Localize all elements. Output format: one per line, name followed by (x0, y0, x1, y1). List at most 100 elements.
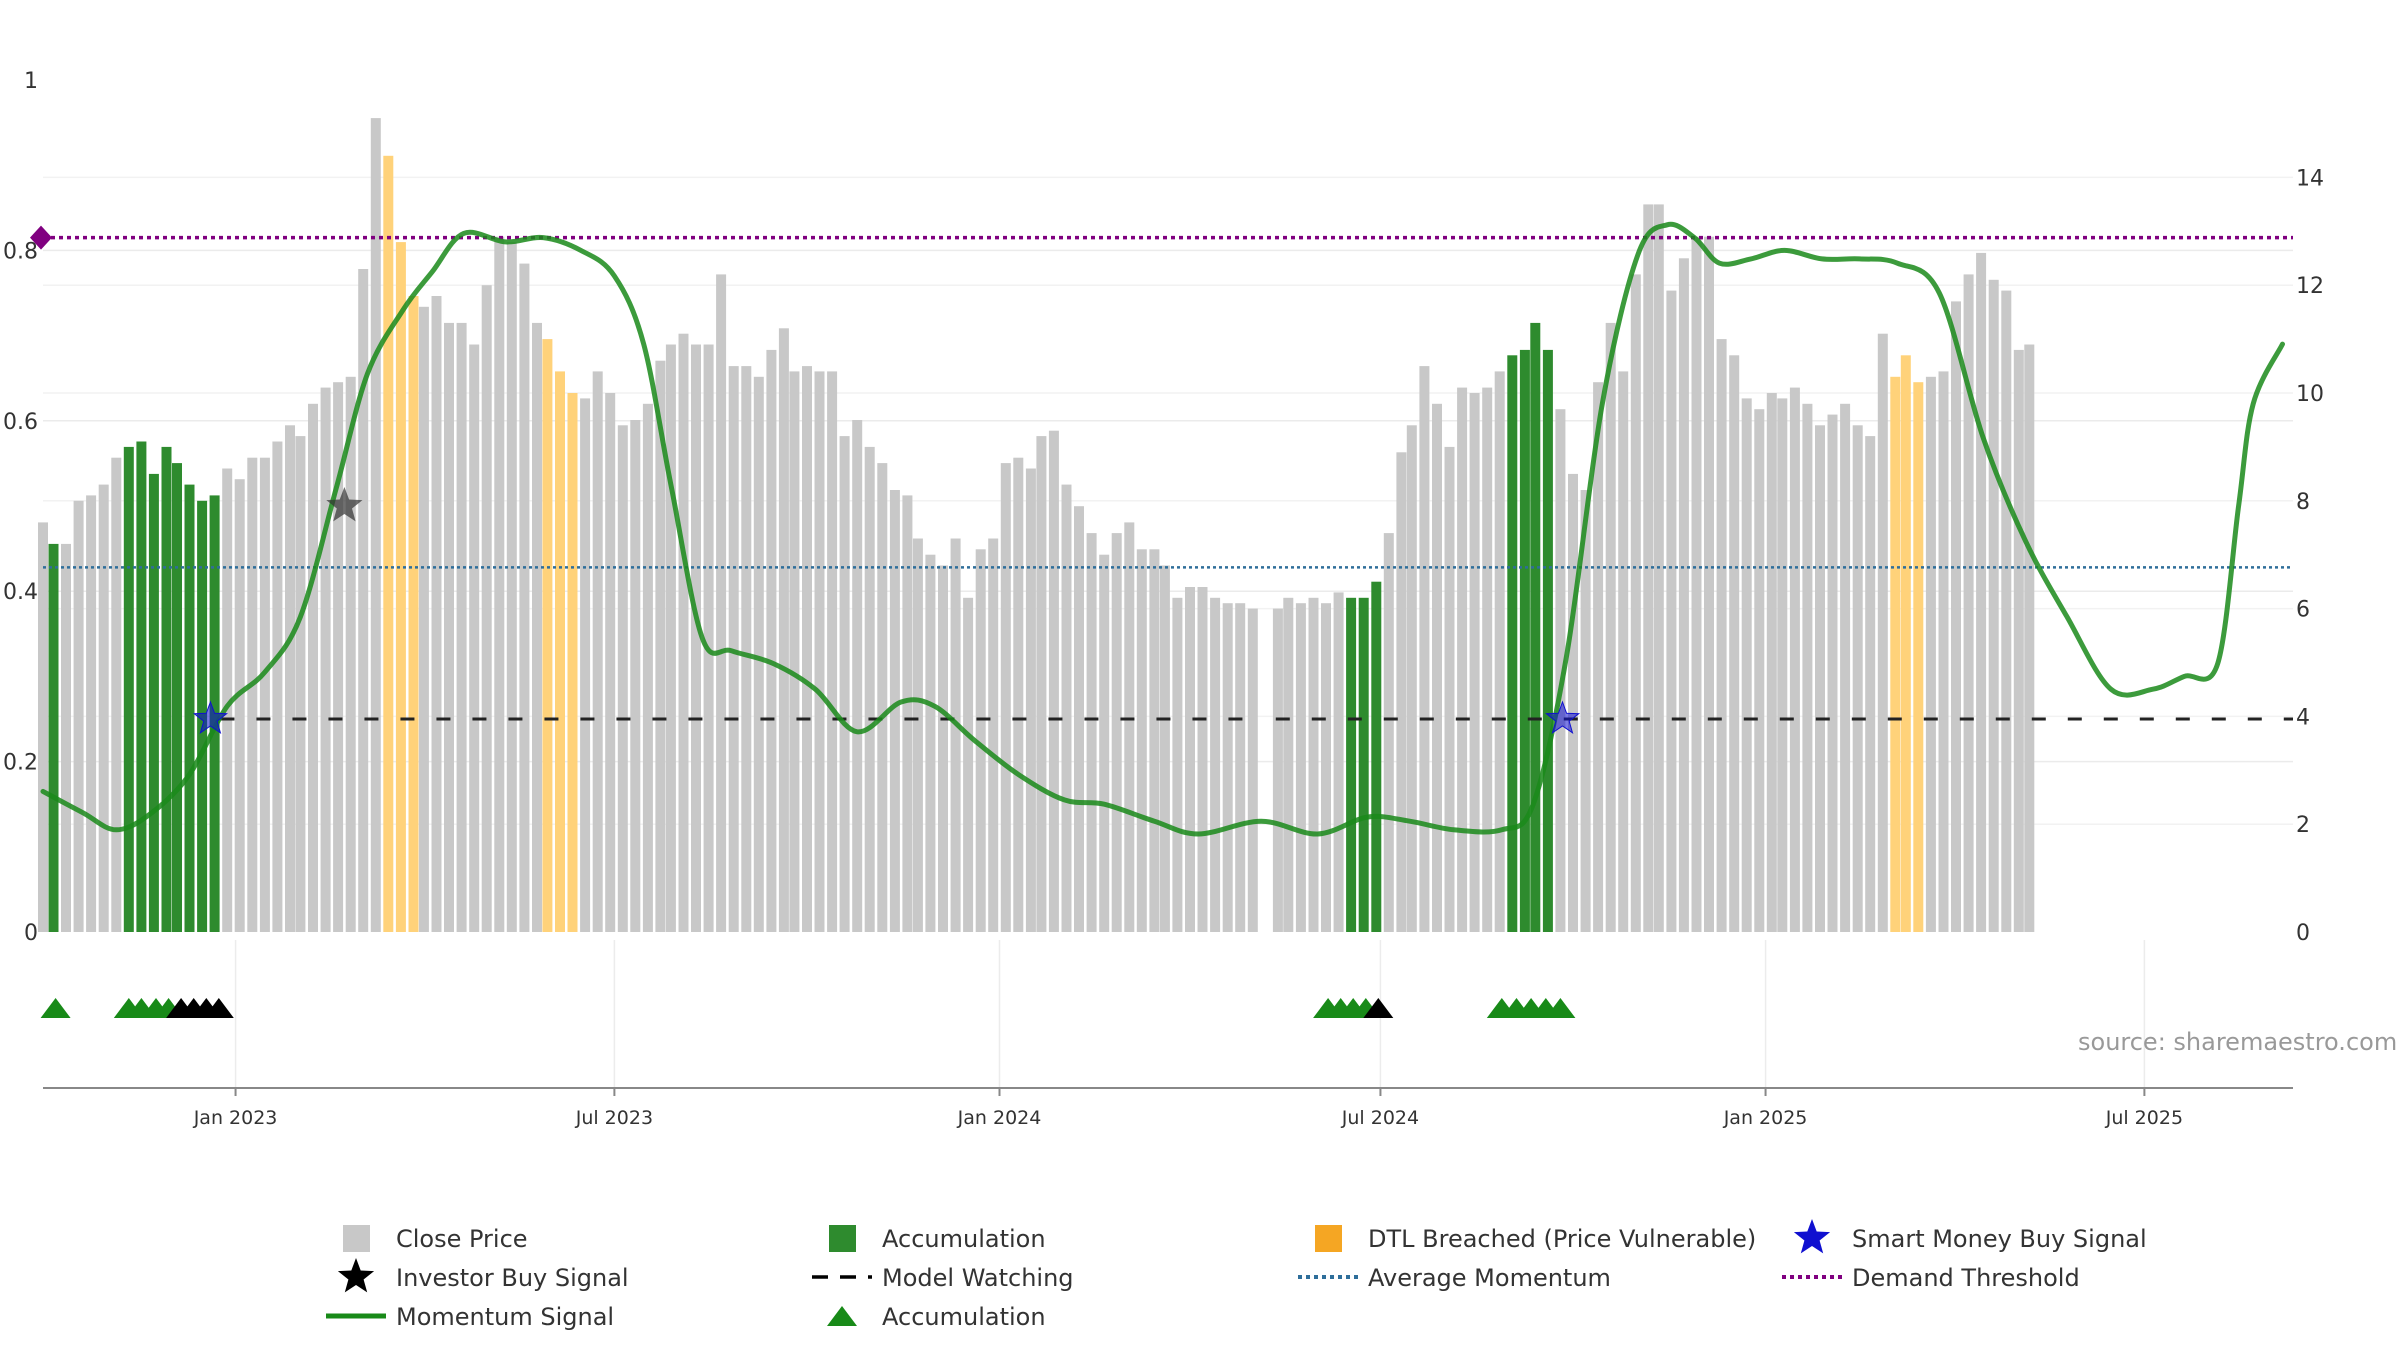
accumulation-bar (161, 446, 172, 932)
legend-swatch-close-price (343, 1225, 370, 1252)
accumulation-triangle-black (203, 998, 234, 1018)
close-price-bar (814, 371, 825, 932)
accumulation-bar (1519, 349, 1530, 932)
close-price-bar (1406, 425, 1417, 932)
accumulation-bar (1507, 355, 1518, 932)
close-price-bar (864, 446, 875, 932)
close-price-bar (1308, 597, 1319, 932)
right-axis-tick-label: 10 (2296, 382, 2324, 407)
dtl-breached-bar (555, 371, 565, 932)
close-price-bar (580, 398, 591, 932)
close-price-bar (630, 420, 641, 932)
close-price-bar (418, 306, 429, 932)
close-price-bar (778, 328, 789, 932)
dtl-breached-bar (395, 242, 406, 933)
left-axis-tick-label: 0 (24, 921, 38, 946)
close-price-bar (1555, 409, 1566, 932)
close-price-bar (827, 371, 838, 932)
close-price-bar (1741, 398, 1752, 932)
close-price-bar (975, 549, 986, 932)
close-price-bar (1840, 403, 1851, 932)
legend-label: Model Watching (882, 1264, 1074, 1292)
close-price-bar (1925, 376, 1936, 932)
close-price-bar (1457, 387, 1468, 933)
close-price-bar (320, 387, 331, 933)
legend-label: Momentum Signal (396, 1303, 614, 1331)
accumulation-bar (48, 543, 59, 932)
close-price-bar (1025, 468, 1036, 932)
close-price-bar (1789, 387, 1800, 933)
x-axis-tick-label: Jan 2024 (957, 1107, 1042, 1129)
dtl-breached-bar (383, 155, 394, 933)
smart-money-buy-star (1545, 700, 1581, 734)
legend-label: DTL Breached (Price Vulnerable) (1368, 1225, 1756, 1253)
close-price-bar (532, 322, 542, 932)
close-price-bar (703, 344, 714, 932)
close-price-bar (272, 441, 283, 932)
close-price-bar (741, 366, 752, 933)
close-price-bar (889, 490, 900, 932)
close-price-bar (950, 538, 961, 932)
close-price-bar (1877, 333, 1888, 932)
dtl-breached-bar (542, 339, 553, 933)
close-price-bar (1235, 603, 1246, 932)
dtl-breached-bar (408, 296, 419, 932)
close-price-bar (1247, 608, 1258, 932)
close-price-bar (605, 393, 616, 932)
source-label: source: sharemaestro.com (2078, 1028, 2397, 1056)
close-price-bar (1295, 603, 1306, 932)
close-price-bar (370, 118, 381, 933)
close-price-bar (1938, 371, 1949, 932)
close-price-bar (1086, 533, 1097, 932)
legend-swatch-investor-star (337, 1258, 375, 1293)
legend-swatch-smart-money-star (1793, 1219, 1831, 1254)
close-price-bar (1729, 355, 1740, 932)
close-price-bar (716, 274, 727, 932)
close-price-bar (1013, 457, 1024, 932)
close-price-bar (1643, 204, 1654, 932)
accumulation-triangle-black (1363, 998, 1394, 1018)
close-price-bar (519, 263, 530, 933)
close-price-bar (1605, 322, 1616, 932)
price-bars (38, 118, 2035, 933)
accumulation-bar (136, 441, 147, 932)
reference-lines (30, 225, 2293, 721)
close-price-bar (431, 296, 442, 932)
legend-item: DTL Breached (Price Vulnerable) (1315, 1225, 1756, 1253)
close-price-bar (61, 543, 71, 932)
close-price-bar (456, 322, 467, 932)
close-price-bar (1802, 403, 1813, 932)
legend-label: Close Price (396, 1225, 528, 1253)
right-axis-tick-label: 2 (2296, 813, 2310, 838)
close-price-bar (481, 285, 492, 932)
accumulation-triangle (1545, 998, 1576, 1018)
close-price-bar (1482, 387, 1493, 933)
accumulation-bar (1371, 581, 1382, 932)
legend: Close Price Accumulation DTL Breached (Pri… (326, 1219, 2147, 1331)
close-price-bar (1630, 274, 1641, 932)
close-price-bar (592, 371, 603, 932)
close-price-bar (98, 484, 109, 932)
close-price-bar (1283, 597, 1294, 932)
legend-swatch-dtl-breached (1315, 1225, 1342, 1252)
momentum-layer (40, 221, 2285, 837)
close-price-bar (655, 360, 666, 932)
accumulation-bar (1358, 597, 1369, 932)
legend-item: Average Momentum (1298, 1264, 1611, 1292)
close-price-bar (234, 479, 245, 932)
accumulation-bar (184, 484, 195, 932)
close-price-bar (678, 333, 689, 932)
close-price-bar (852, 420, 863, 932)
close-price-bar (259, 457, 270, 932)
momentum-signal-line (40, 221, 2285, 837)
close-price-bar (1396, 452, 1407, 932)
close-price-bar (86, 495, 97, 932)
dtl-breached-bar (1890, 376, 1901, 932)
close-price-bar (642, 403, 653, 932)
legend-label: Smart Money Buy Signal (1852, 1225, 2147, 1253)
close-price-bar (2001, 290, 2012, 933)
dtl-breached-bar (567, 393, 578, 932)
close-price-bar (1099, 554, 1110, 932)
left-axis-tick-label: 1 (24, 69, 38, 94)
